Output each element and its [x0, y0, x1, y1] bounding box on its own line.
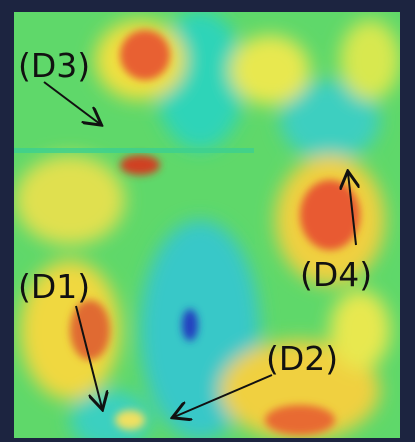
label: (D4): [300, 255, 372, 294]
arrows: [43, 81, 356, 417]
heatmap: [14, 12, 400, 438]
label: (D1): [18, 267, 90, 306]
label: (D3): [18, 46, 90, 85]
label: (D2): [266, 339, 338, 378]
